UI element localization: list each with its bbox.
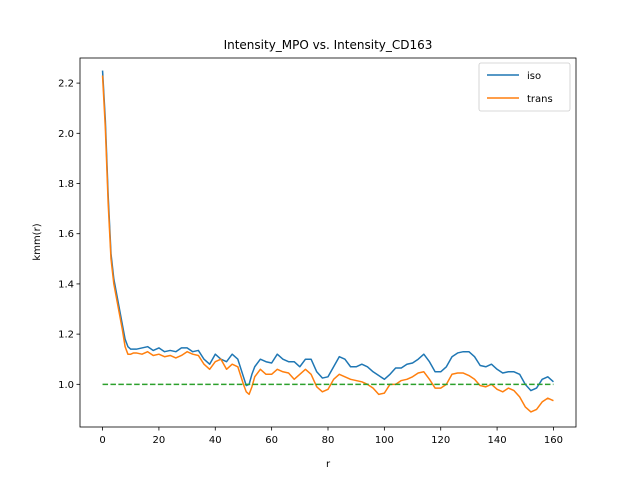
x-axis-label: r xyxy=(326,459,331,470)
x-tick-label: 40 xyxy=(209,435,222,446)
y-tick-label: 1.4 xyxy=(58,279,74,290)
series-line-trans xyxy=(101,75,554,413)
x-tick-label: 0 xyxy=(99,435,105,446)
legend-trans-label: trans xyxy=(527,94,553,105)
x-tick-label: 60 xyxy=(265,435,278,446)
y-tick-label: 1.6 xyxy=(58,229,74,240)
y-axis-label: kmm(r) xyxy=(32,223,43,260)
x-tick-label: 100 xyxy=(375,435,394,446)
y-tick-label: 1.2 xyxy=(58,330,74,341)
legend: iso trans xyxy=(478,62,571,112)
x-tick-label: 20 xyxy=(153,435,166,446)
legend-box xyxy=(478,62,571,112)
plot-lines xyxy=(101,70,554,413)
y-ticks: 1.0 1.2 1.4 1.6 1.8 2.0 2.2 xyxy=(58,79,80,391)
y-tick-label: 2.2 xyxy=(58,79,74,90)
y-tick-label: 1.8 xyxy=(58,179,74,190)
y-tick-label: 2.0 xyxy=(58,129,74,140)
plot-frame xyxy=(79,57,577,428)
series-line-iso xyxy=(101,70,554,392)
legend-iso-label: iso xyxy=(527,71,541,82)
chart-title: Intensity_MPO vs. Intensity_CD163 xyxy=(224,38,433,52)
y-tick-label: 1.0 xyxy=(58,380,74,391)
x-tick-label: 160 xyxy=(544,435,563,446)
x-tick-label: 80 xyxy=(322,435,335,446)
x-tick-label: 140 xyxy=(488,435,507,446)
x-tick-label: 120 xyxy=(431,435,450,446)
x-ticks: 0 20 40 60 80 100 120 140 160 xyxy=(99,427,563,446)
